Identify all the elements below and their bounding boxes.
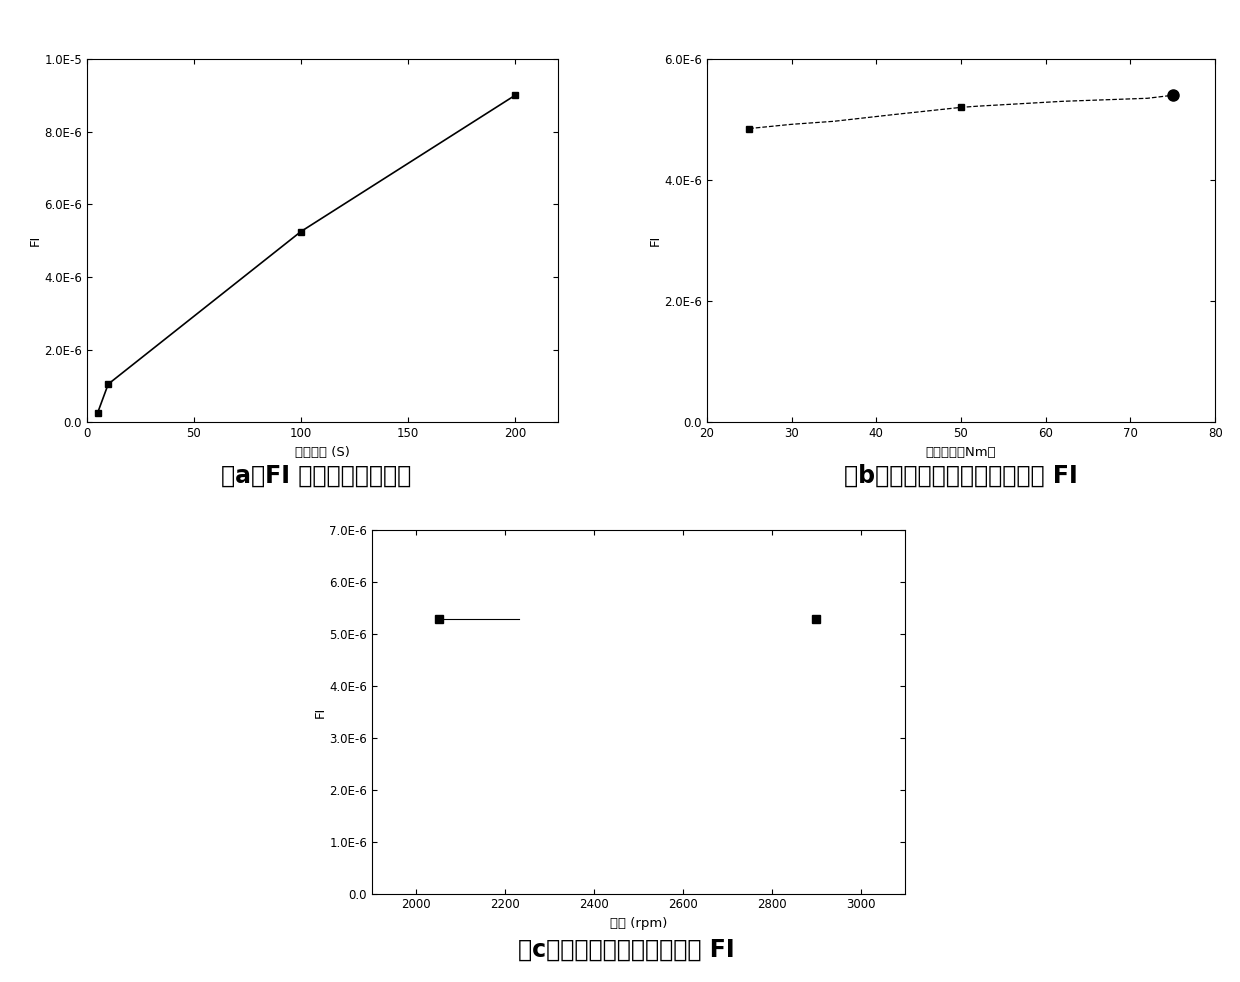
Text: （b）相同故障不同负载率下的 FI: （b）相同故障不同负载率下的 FI <box>844 464 1078 487</box>
Y-axis label: FI: FI <box>649 235 661 246</box>
X-axis label: 负载转矩（Nm）: 负载转矩（Nm） <box>926 446 996 459</box>
X-axis label: 短路电导 (S): 短路电导 (S) <box>295 446 350 459</box>
Text: （a）FI 随短路电导的变化: （a）FI 随短路电导的变化 <box>221 464 412 487</box>
Text: （c）相同故障不同转速下的 FI: （c）相同故障不同转速下的 FI <box>518 938 734 961</box>
Y-axis label: FI: FI <box>29 235 41 246</box>
X-axis label: 转速 (rpm): 转速 (rpm) <box>610 917 667 930</box>
Y-axis label: FI: FI <box>314 706 326 718</box>
